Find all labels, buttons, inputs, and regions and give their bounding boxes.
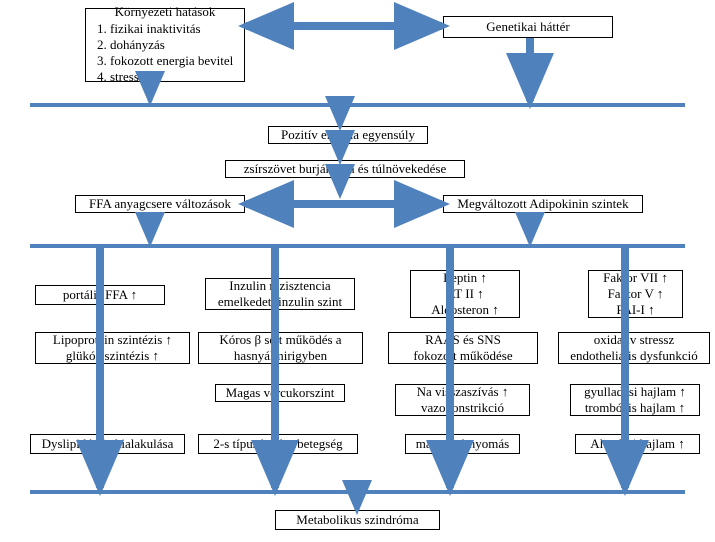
box-c2c: Magas vércukorszint <box>215 384 345 402</box>
box-c2a: Inzulin rezisztencia emelkedett inzulin … <box>205 278 355 310</box>
box-c4a: Faktor VII ↑ Faktor V ↑ PAI-I ↑ <box>588 270 683 318</box>
box-c1b: Lipoprotein szintézis ↑ glükóz szintézis… <box>35 332 190 364</box>
hbar <box>30 103 685 107</box>
hbar <box>30 244 685 248</box>
box-gen: Genetikai háttér <box>443 16 613 38</box>
box-c3b: RAAS és SNS fokozott működése <box>388 332 538 364</box>
box-c2b: Kóros β sejt működés a hasnyálmirigyben <box>198 332 363 364</box>
box-c1a: portális FFA ↑ <box>35 285 165 305</box>
box-zsir: zsírszövet burjánzása és túlnövekedése <box>225 160 465 178</box>
box-adip: Megváltozott Adipokinin szintek <box>443 195 643 213</box>
box-c3c: Na visszaszívás ↑ vazokonstrikció <box>395 384 530 416</box>
box-c4c: gyulladási hajlam ↑ trombózis hajlam ↑ <box>570 384 700 416</box>
box-c1c: Dyslipidémia kialakulása <box>30 434 185 454</box>
env-title: Környezeti hatások <box>92 4 238 20</box>
box-c2d: 2-s típusú cukorbetegség <box>198 434 358 454</box>
box-c3a: Leptin ↑ AT II ↑ Aldosteron ↑ <box>410 270 520 318</box>
box-c4d: Alvadási hajlam ↑ <box>575 434 700 454</box>
env-list: fizikai inaktivitás dohányzás fokozott e… <box>92 21 233 86</box>
box-c4b: oxidativ stressz endotheliális dysfunkci… <box>558 332 710 364</box>
box-ffa: FFA anyagcsere változások <box>75 195 245 213</box>
box-final: Metabolikus szindróma <box>275 510 440 530</box>
box-pos: Pozitív energia egyensúly <box>268 126 428 144</box>
box-env: Környezeti hatások fizikai inaktivitás d… <box>85 8 245 82</box>
box-c3d: magas vérnyomás <box>405 434 520 454</box>
hbar <box>30 490 685 494</box>
